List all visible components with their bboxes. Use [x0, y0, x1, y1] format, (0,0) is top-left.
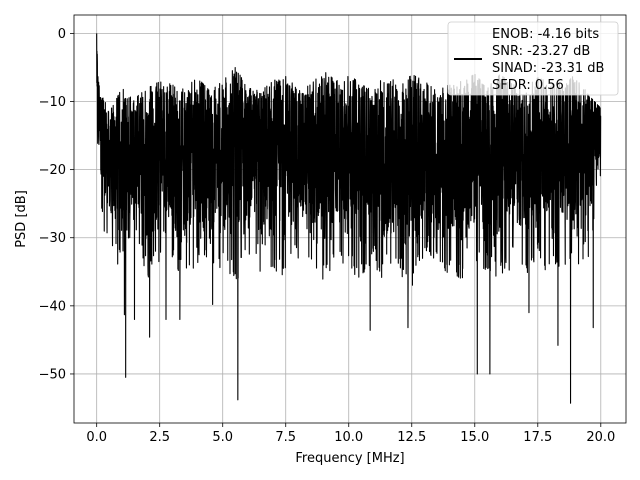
x-tick-label: 7.5 — [275, 430, 296, 445]
x-tick-label: 0.0 — [86, 430, 107, 445]
legend-box — [447, 21, 619, 96]
x-axis-label: Frequency [MHz] — [295, 451, 404, 466]
y-tick-label: 0 — [58, 27, 66, 42]
x-tick-label: 15.0 — [460, 430, 489, 445]
y-axis-ticks: 0 −10 −20 −30 −40 −50 — [39, 27, 74, 382]
y-tick-label: −10 — [39, 95, 66, 110]
legend-line-sinad: SINAD: -23.31 dB — [492, 61, 604, 76]
y-tick-label: −50 — [39, 367, 66, 382]
x-tick-label: 2.5 — [149, 430, 170, 445]
legend-line-sfdr: SFDR: 0.56 — [492, 78, 564, 93]
x-tick-label: 5.0 — [212, 430, 233, 445]
y-tick-label: −20 — [39, 163, 66, 178]
x-tick-label: 12.5 — [397, 430, 426, 445]
legend-line-snr: SNR: -23.27 dB — [492, 44, 590, 59]
x-tick-label: 20.0 — [586, 430, 615, 445]
x-tick-label: 17.5 — [523, 430, 552, 445]
psd-line — [96, 33, 602, 404]
x-axis-ticks: 0.0 2.5 5.0 7.5 10.0 12.5 15.0 17.5 20.0 — [86, 423, 615, 445]
plot-frame — [73, 14, 627, 424]
legend: ENOB: -4.16 bits SNR: -23.27 dB SINAD: -… — [447, 21, 619, 96]
y-tick-label: −40 — [39, 299, 66, 314]
y-axis-label: PSD [dB] — [14, 190, 29, 248]
legend-line-enob: ENOB: -4.16 bits — [492, 27, 599, 42]
y-tick-label: −30 — [39, 231, 66, 246]
x-tick-label: 10.0 — [334, 430, 363, 445]
psd-series — [96, 33, 602, 404]
